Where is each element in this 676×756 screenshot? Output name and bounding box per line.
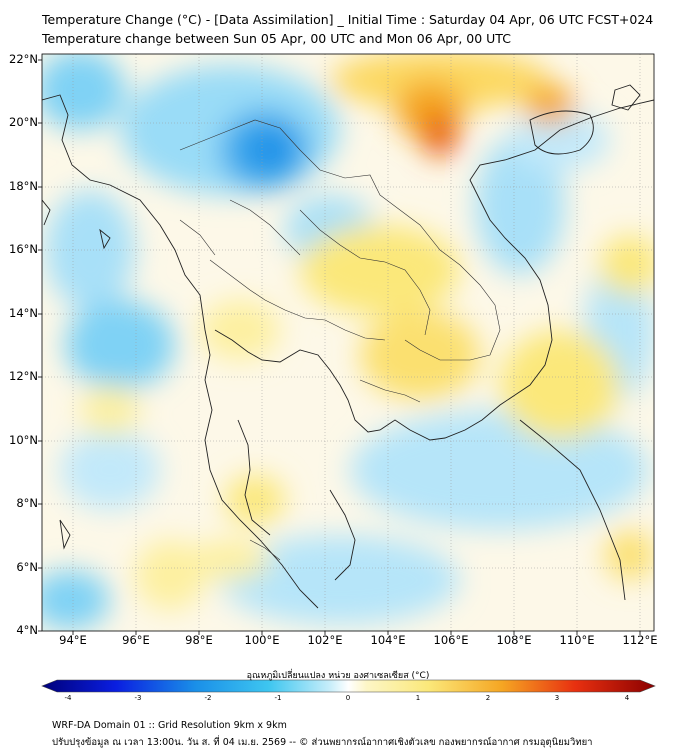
colorbar: [41, 679, 656, 693]
coastlines: [42, 84, 654, 609]
colorbar-label: อุณหภูมิเปลี่ยนแปลง หน่วย องศาเซลเซียส (…: [246, 671, 430, 681]
colorbar-tick: 2: [485, 694, 491, 702]
lon-label: 98°E: [185, 633, 213, 647]
lon-label: 100°E: [244, 633, 280, 647]
lat-label: 20°N: [9, 115, 38, 129]
colorbar-tick: -1: [274, 694, 282, 702]
gridlines: [42, 54, 654, 631]
colorbar-tick: 1: [415, 694, 421, 702]
footer-update-info: ปรับปรุงข้อมูล ณ เวลา 13:00น. วัน ส. ที่…: [52, 737, 593, 748]
chart-title: Temperature Change (°C) - [Data Assimila…: [42, 12, 654, 27]
temperature-field: [42, 54, 654, 630]
lat-label: 10°N: [9, 433, 38, 447]
colorbar-tick: 4: [624, 694, 630, 702]
lon-label: 94°E: [59, 633, 87, 647]
lat-label: 4°N: [16, 623, 38, 637]
lat-label: 12°N: [9, 369, 38, 383]
colorbar-tick: -4: [64, 694, 72, 702]
axis-ticks: [38, 59, 641, 635]
temperature-change-map: [38, 53, 656, 693]
colorbar-tick: 0: [345, 694, 351, 702]
lon-label: 102°E: [307, 633, 343, 647]
colorbar-tick: 3: [554, 694, 560, 702]
lat-label: 22°N: [9, 52, 38, 66]
lon-label: 104°E: [370, 633, 406, 647]
lon-label: 112°E: [622, 633, 658, 647]
lon-label: 106°E: [433, 633, 469, 647]
lat-label: 8°N: [16, 496, 38, 510]
lon-label: 96°E: [122, 633, 150, 647]
lat-label: 16°N: [9, 242, 38, 256]
colorbar-tick: -2: [204, 694, 212, 702]
map-frame: [41, 53, 655, 632]
lon-label: 110°E: [559, 633, 595, 647]
lat-label: 6°N: [16, 560, 38, 574]
country-borders: [179, 119, 501, 561]
lon-label: 108°E: [496, 633, 532, 647]
colorbar-ramp: [41, 679, 656, 693]
footer-model-info: WRF-DA Domain 01 :: Grid Resolution 9km …: [52, 720, 287, 731]
chart-subtitle: Temperature change between Sun 05 Apr, 0…: [42, 31, 511, 46]
lat-label: 14°N: [9, 306, 38, 320]
colorbar-tick: -3: [134, 694, 142, 702]
lat-label: 18°N: [9, 179, 38, 193]
